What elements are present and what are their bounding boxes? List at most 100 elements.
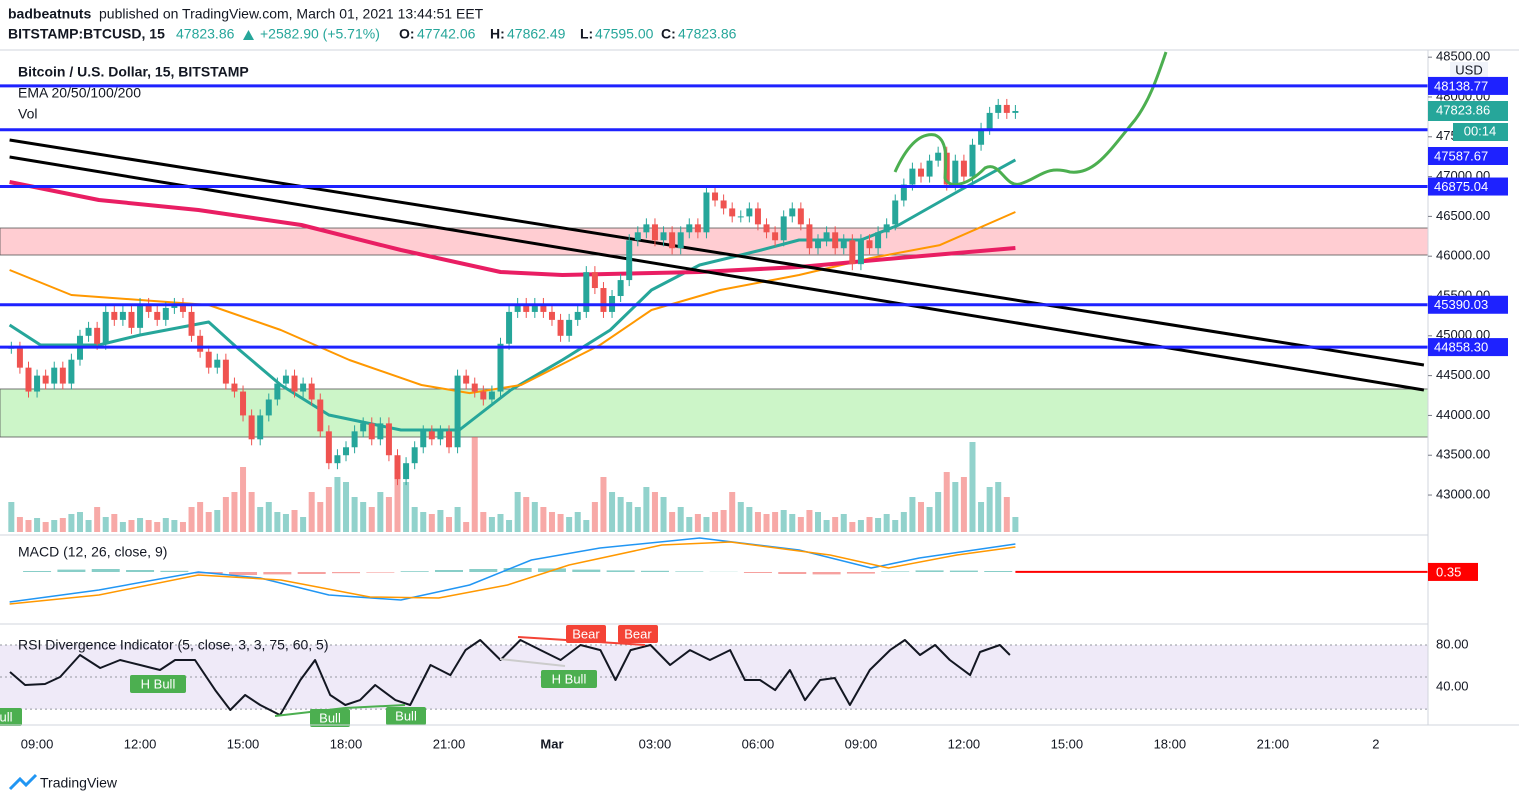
volume-bar — [403, 482, 410, 532]
volume-bar — [686, 517, 693, 532]
volume-bar — [531, 502, 538, 532]
candle — [600, 288, 607, 312]
x-tick-label: 12:00 — [948, 736, 981, 751]
candle — [214, 359, 221, 368]
symbol: BITSTAMP:BTCUSD, 15 — [8, 26, 165, 42]
change: +2582.90 (+5.71%) — [260, 26, 380, 42]
candle — [935, 152, 942, 161]
candle — [626, 240, 633, 281]
candle — [463, 375, 470, 384]
ohlc-value: 47823.86 — [678, 26, 737, 42]
macd-signal — [9, 541, 1016, 605]
candle — [523, 303, 530, 312]
ohlc-key: H: — [490, 26, 505, 42]
author: badbeatnuts — [8, 6, 91, 22]
candle — [343, 447, 350, 456]
ohlc-value: 47595.00 — [595, 26, 654, 42]
volume-bar — [823, 520, 830, 532]
volume-bar — [986, 487, 993, 532]
candle — [823, 232, 830, 241]
volume-bar — [840, 514, 847, 532]
volume-bar — [480, 512, 487, 532]
volume-bar — [394, 472, 401, 532]
macd-histogram — [675, 571, 704, 572]
x-tick-label: Mar — [540, 736, 563, 751]
candle — [763, 224, 770, 233]
macd-histogram — [846, 572, 875, 574]
volume-bar — [737, 502, 744, 532]
candle — [1012, 110, 1019, 113]
divergence-label: Bear — [624, 626, 652, 641]
x-tick-label: 21:00 — [433, 736, 466, 751]
macd-histogram — [743, 572, 772, 573]
y-tick-label: 44500.00 — [1436, 367, 1490, 382]
volume-bar — [334, 477, 341, 532]
macd-histogram — [606, 570, 635, 572]
candle — [815, 240, 822, 249]
level-label: 48138.77 — [1434, 78, 1488, 93]
candle — [754, 208, 761, 225]
macd-histogram — [160, 570, 189, 572]
y-tick-label: 48500.00 — [1436, 49, 1490, 64]
y-tick-label: 43500.00 — [1436, 447, 1490, 462]
volume-bar — [325, 487, 332, 532]
volume-bar — [25, 520, 32, 532]
candle — [909, 168, 916, 185]
zone — [0, 388, 1428, 438]
candle — [917, 168, 924, 177]
macd-histogram — [881, 571, 910, 572]
volume-bar — [1003, 497, 1010, 532]
volume-bar — [935, 492, 942, 532]
volume-bar — [76, 512, 83, 532]
volume-bar — [385, 497, 392, 532]
candle — [686, 224, 693, 233]
candle — [368, 423, 375, 440]
x-tick-label: 15:00 — [1051, 736, 1084, 751]
candle — [651, 224, 658, 241]
candle — [265, 399, 272, 416]
candle — [849, 240, 856, 265]
volume-bar — [59, 518, 66, 532]
volume-bar — [231, 492, 238, 532]
macd-histogram — [434, 570, 463, 572]
volume-bar — [445, 517, 452, 532]
volume-bar — [222, 497, 229, 532]
volume-bar — [360, 502, 367, 532]
chart-title: Bitcoin / U.S. Dollar, 15, BITSTAMP — [18, 64, 249, 80]
candle — [703, 192, 710, 233]
candle — [111, 311, 118, 320]
candle — [248, 415, 255, 440]
volume-bar — [643, 487, 650, 532]
rsi-line — [9, 639, 1011, 717]
candle — [789, 208, 796, 217]
candle — [566, 319, 573, 336]
volume-bar — [712, 512, 719, 532]
candle — [34, 375, 41, 392]
candle — [995, 104, 1002, 113]
volume-bar — [411, 507, 418, 532]
candle — [437, 431, 444, 440]
countdown: 00:14 — [1464, 123, 1497, 138]
volume-bar — [978, 502, 985, 532]
candle — [960, 160, 967, 177]
candle — [454, 375, 461, 448]
volume-bar — [754, 512, 761, 532]
volume-bar — [591, 502, 598, 532]
up-icon — [243, 30, 254, 40]
divergence-label: H Bull — [552, 671, 587, 686]
volume-bar — [368, 507, 375, 532]
volume-bar — [257, 507, 264, 532]
volume-bar — [308, 492, 315, 532]
candle — [900, 184, 907, 201]
candle — [720, 200, 727, 209]
candle — [16, 347, 23, 368]
volume-bar — [8, 502, 15, 532]
volume-bar — [583, 520, 590, 532]
candle — [231, 383, 238, 392]
volume-bar — [68, 514, 75, 532]
volume-bar — [566, 517, 573, 532]
candle — [583, 272, 590, 312]
volume-bar — [94, 507, 101, 532]
volume-bar — [128, 520, 135, 532]
